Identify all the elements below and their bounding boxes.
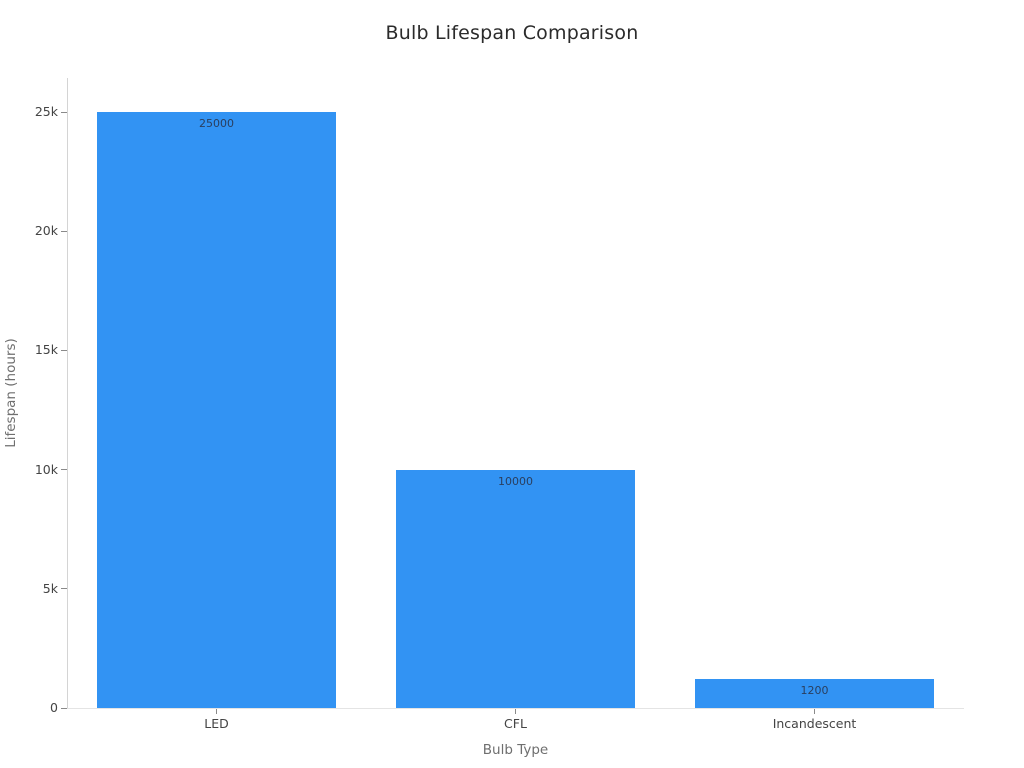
bar-cfl: [396, 469, 635, 708]
x-tick-label: LED: [204, 716, 229, 731]
x-tick-label: CFL: [504, 716, 527, 731]
y-tick-label: 0: [50, 700, 58, 715]
y-tick-mark: [61, 349, 67, 351]
bar-incandescent: [695, 679, 934, 708]
x-axis-title: Bulb Type: [482, 742, 549, 758]
chart-title: Bulb Lifespan Comparison: [385, 22, 639, 44]
y-tick-mark: [61, 588, 67, 590]
y-tick-label: 20k: [34, 223, 58, 239]
y-tick-label: 10k: [34, 461, 58, 477]
y-tick-mark: [61, 111, 67, 113]
y-tick-label: 15k: [34, 342, 58, 358]
x-tick-mark: [814, 709, 815, 714]
y-axis-line: [67, 78, 68, 708]
y-tick-label: 25k: [34, 104, 58, 119]
y-tick-mark: [61, 707, 67, 709]
y-tick-mark: [61, 230, 67, 232]
y-axis-title: Lifespan (hours): [3, 338, 19, 448]
bar-value-label: 25000: [199, 117, 234, 130]
x-axis-line: [67, 708, 964, 709]
bar-value-label: 10000: [498, 474, 533, 488]
x-tick-mark: [216, 709, 217, 714]
bar-value-label: 1200: [800, 684, 829, 698]
x-tick-mark: [515, 709, 516, 714]
y-tick-mark: [61, 469, 67, 471]
x-tick-label: Incandescent: [772, 716, 857, 731]
bar-led: [97, 112, 336, 708]
y-tick-label: 5k: [42, 580, 58, 596]
